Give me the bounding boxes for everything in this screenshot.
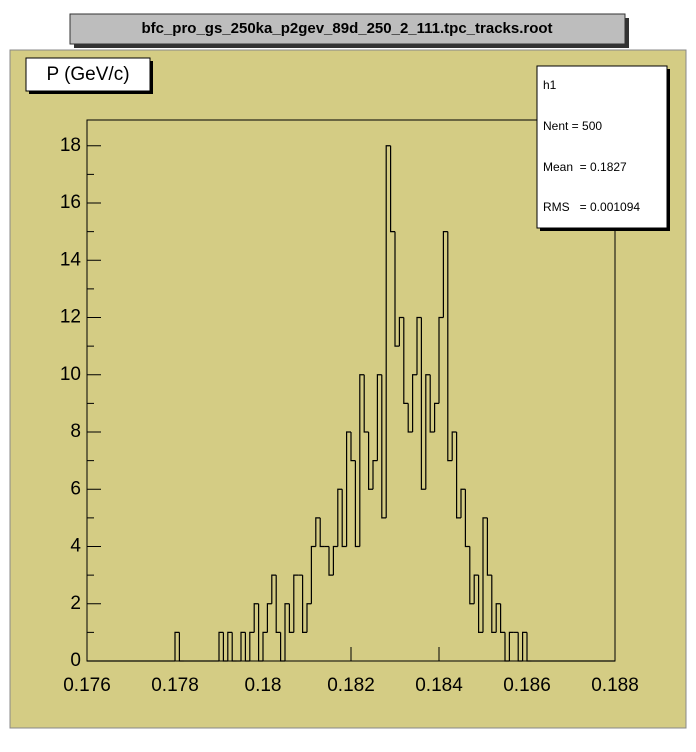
bin <box>310 545 316 604</box>
bin <box>464 489 470 548</box>
bin <box>350 432 356 462</box>
bin <box>354 460 360 548</box>
bin <box>508 631 514 661</box>
hist-title-box <box>25 57 151 92</box>
bin <box>407 403 413 433</box>
x-tick-label: 0.188 <box>591 675 639 696</box>
bin <box>328 546 334 576</box>
bin <box>315 517 321 547</box>
bin <box>218 631 224 661</box>
bin <box>522 631 527 661</box>
stats-name: h1 <box>543 78 557 92</box>
bin <box>398 316 404 347</box>
bin <box>253 603 259 633</box>
canvas-title: bfc_pro_gs_250ka_p2gev_89d_250_2_111.tpc… <box>141 20 552 37</box>
bin <box>284 603 290 661</box>
bin <box>271 574 277 604</box>
bin <box>319 517 325 548</box>
bin <box>478 575 483 633</box>
bin <box>491 575 497 633</box>
stats-box <box>536 65 668 229</box>
bin <box>394 231 400 347</box>
bin <box>385 145 391 518</box>
bin <box>332 545 338 576</box>
x-tick-label: 0.184 <box>415 675 463 696</box>
bin <box>293 574 299 633</box>
bin <box>381 374 387 519</box>
bin <box>495 603 501 633</box>
bin <box>341 489 347 548</box>
y-tick-label: 8 <box>70 421 81 442</box>
y-tick-label: 6 <box>70 478 81 499</box>
x-tick-label: 0.178 <box>151 675 199 696</box>
bin <box>460 488 466 518</box>
bin <box>412 374 417 433</box>
hist-title: P (GeV/c) <box>46 64 129 85</box>
bin <box>372 460 378 490</box>
bin <box>416 316 422 375</box>
bin <box>346 431 351 547</box>
y-tick-label: 14 <box>60 249 82 270</box>
bin <box>447 231 453 462</box>
y-tick-label: 10 <box>60 364 81 385</box>
stats-line: RMS = 0.001094 <box>543 200 640 214</box>
frame <box>86 119 616 662</box>
y-tick-label: 0 <box>70 650 81 671</box>
bin <box>390 145 395 233</box>
plot: 0 2 4 6 8 10 12 14 16 18 0.176 0.178 0.18 0.182 0.184 0… <box>60 135 639 696</box>
bin <box>376 374 382 461</box>
bin <box>302 575 307 633</box>
bin <box>451 431 457 461</box>
bin <box>222 632 228 662</box>
stats-line: Nent = 500 <box>543 119 602 133</box>
title-box <box>69 13 626 45</box>
bin <box>227 631 233 661</box>
bin <box>280 632 285 662</box>
bin <box>456 432 461 519</box>
y-tick-label: 12 <box>60 307 81 328</box>
bin <box>240 631 246 661</box>
bin <box>442 231 448 318</box>
bin <box>244 632 250 662</box>
bin <box>231 632 237 662</box>
x-tick-label: 0.182 <box>327 675 375 696</box>
bin <box>517 632 523 662</box>
bin <box>337 488 343 547</box>
bin <box>473 574 479 604</box>
bin <box>258 603 263 662</box>
x-tick-label: 0.176 <box>63 675 111 696</box>
bin <box>306 603 312 633</box>
bin <box>486 517 492 576</box>
stats-line: Mean = 0.1827 <box>543 160 627 174</box>
bin <box>469 546 475 605</box>
bin <box>363 374 369 433</box>
x-tick-label: 0.186 <box>503 675 551 696</box>
y-tick-label: 16 <box>60 192 81 213</box>
bin <box>368 432 373 490</box>
bin <box>438 316 444 404</box>
bin <box>178 632 184 662</box>
x-tick-label: 0.18 <box>245 675 282 696</box>
bin <box>262 631 268 661</box>
bin <box>425 374 431 490</box>
y-tick-label: 2 <box>70 593 81 614</box>
bin <box>526 632 532 662</box>
bin <box>359 374 365 547</box>
bin <box>500 603 505 633</box>
bin <box>429 374 435 433</box>
bin <box>403 317 409 404</box>
bin <box>174 631 180 661</box>
bin <box>434 402 439 433</box>
bin <box>288 603 294 633</box>
bin <box>275 575 281 633</box>
bin <box>249 631 255 661</box>
y-tick-label: 4 <box>70 536 81 557</box>
y-tick-label: 18 <box>60 135 81 156</box>
bin <box>504 632 510 662</box>
bin <box>420 317 426 490</box>
bin <box>482 517 488 633</box>
bin <box>266 603 272 633</box>
